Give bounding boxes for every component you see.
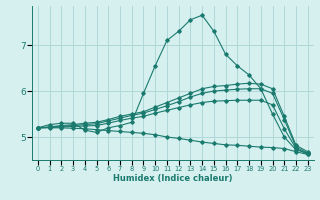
X-axis label: Humidex (Indice chaleur): Humidex (Indice chaleur) [113, 174, 233, 183]
